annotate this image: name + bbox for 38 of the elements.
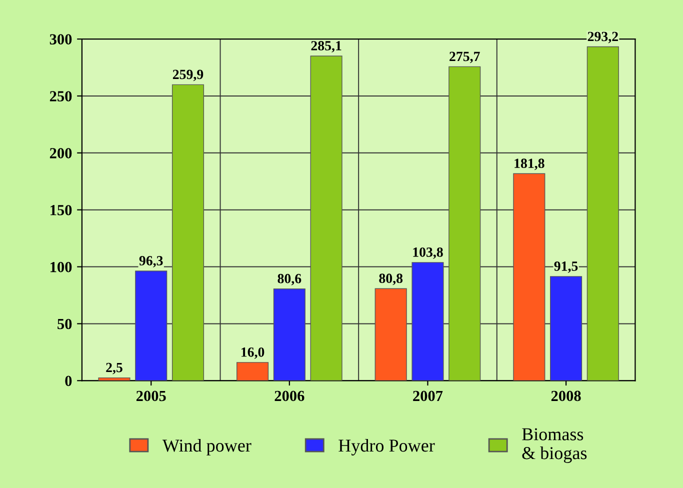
- x-tick-label: 2005: [136, 390, 166, 402]
- legend-label: Wind power: [162, 439, 252, 456]
- data-label: 16,0: [242, 347, 264, 359]
- y-tick-label: 50: [58, 318, 72, 330]
- y-tick-label: 150: [50, 204, 72, 216]
- bar: [374, 288, 407, 381]
- y-tick-label: 0: [65, 376, 72, 386]
- y-tick-label: 250: [50, 91, 72, 102]
- x-tick-label: 2007: [413, 390, 443, 402]
- bar: [586, 46, 619, 381]
- bar: [273, 288, 306, 381]
- data-label: 293,2: [588, 32, 618, 44]
- data-label: 181,8: [514, 158, 544, 170]
- bar: [513, 173, 546, 381]
- bar: [310, 56, 342, 381]
- bar: [550, 276, 582, 381]
- bar: [98, 377, 130, 381]
- legend-label: Hydro Power: [338, 439, 435, 456]
- bar: [172, 84, 204, 381]
- data-label: 96,3: [139, 256, 163, 268]
- data-label: 80,6: [278, 274, 302, 286]
- data-label: 275,7: [450, 52, 480, 64]
- y-tick-label: 200: [50, 148, 72, 158]
- x-tick-label: 2008: [551, 390, 581, 402]
- data-label: 103,8: [413, 247, 443, 259]
- legend-label: Biomass & biogas: [522, 428, 587, 463]
- data-label: 259,9: [172, 70, 204, 82]
- bar: [135, 270, 168, 381]
- bar: [412, 262, 444, 381]
- data-label: 285,1: [311, 41, 342, 52]
- data-label: 91,5: [554, 262, 578, 273]
- x-tick-label: 2006: [274, 390, 304, 402]
- bar: [236, 362, 269, 381]
- y-tick-label: 300: [50, 34, 72, 44]
- data-label: 80,8: [379, 274, 403, 286]
- bar: [448, 66, 481, 381]
- data-label: 2,5: [106, 362, 122, 374]
- y-tick-label: 100: [50, 262, 72, 272]
